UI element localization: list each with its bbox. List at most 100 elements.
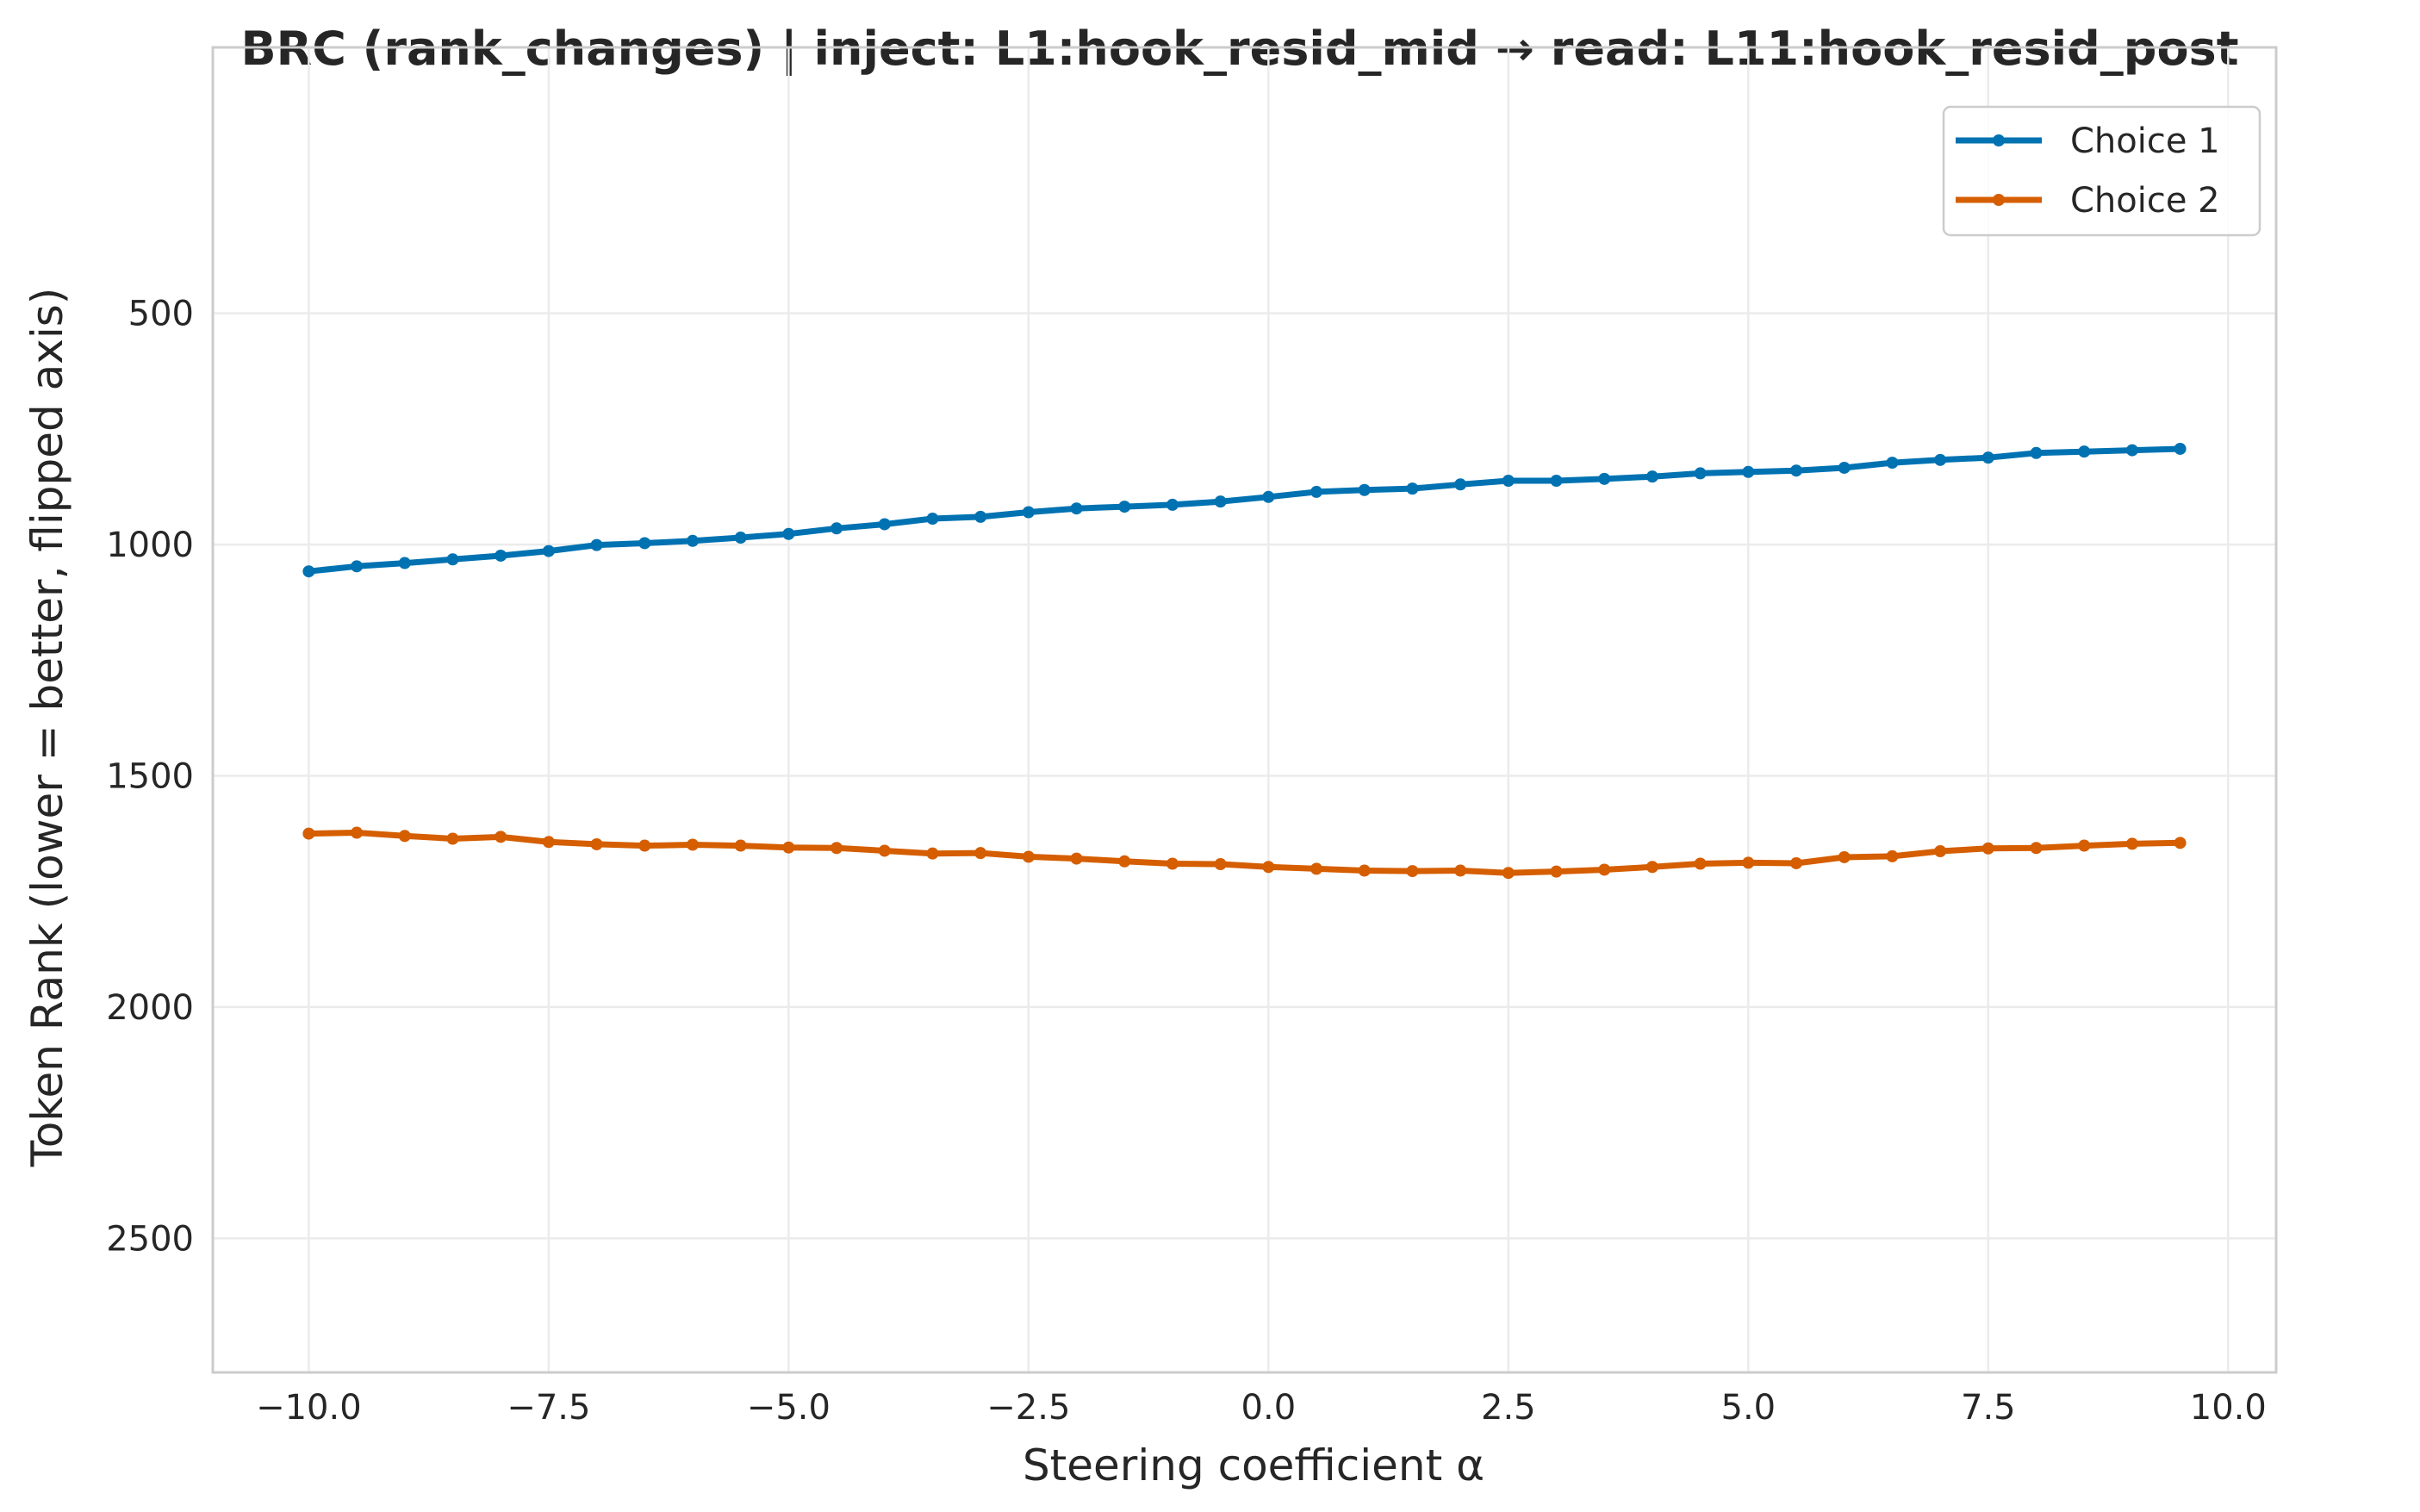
data-point bbox=[398, 557, 411, 569]
data-point bbox=[2125, 444, 2138, 457]
data-point bbox=[1454, 478, 1467, 491]
data-point bbox=[974, 510, 987, 523]
data-point bbox=[1981, 842, 1994, 855]
series-lines bbox=[302, 442, 2187, 880]
data-point bbox=[1118, 855, 1131, 868]
data-point bbox=[1886, 849, 1899, 862]
plot-frame bbox=[211, 46, 2278, 1374]
data-point bbox=[446, 832, 459, 845]
data-point bbox=[1790, 464, 1803, 477]
data-point bbox=[1934, 844, 1947, 857]
data-point bbox=[1502, 475, 1515, 488]
data-point bbox=[878, 518, 891, 531]
data-point bbox=[495, 549, 507, 562]
data-point bbox=[1981, 451, 1994, 464]
data-point bbox=[302, 827, 315, 840]
data-point bbox=[2078, 839, 2091, 852]
data-point bbox=[2078, 445, 2091, 458]
series-2 bbox=[302, 826, 2187, 880]
data-point bbox=[2030, 446, 2043, 459]
data-point bbox=[1214, 858, 1227, 871]
data-point bbox=[1838, 850, 1851, 863]
x-tick-label: 2.5 bbox=[1481, 1388, 1536, 1428]
data-point bbox=[1262, 490, 1275, 503]
data-point bbox=[686, 534, 699, 547]
data-point bbox=[1310, 862, 1323, 875]
legend-item: Choice 1 bbox=[1956, 121, 2220, 161]
data-point bbox=[495, 831, 507, 843]
series-line bbox=[305, 445, 2184, 575]
data-point bbox=[686, 838, 699, 851]
y-tick-label: 1500 bbox=[106, 756, 194, 796]
data-point bbox=[398, 830, 411, 843]
data-point bbox=[1742, 856, 1755, 869]
data-point bbox=[1070, 502, 1083, 515]
data-point bbox=[1166, 498, 1179, 511]
y-tick-label: 2000 bbox=[106, 988, 194, 1028]
x-tick-label: −2.5 bbox=[986, 1388, 1070, 1428]
data-point bbox=[1262, 861, 1275, 874]
data-point bbox=[734, 839, 747, 852]
series-1 bbox=[302, 442, 2187, 578]
x-tick-label: 7.5 bbox=[1961, 1388, 2016, 1428]
data-point bbox=[590, 538, 603, 551]
y-tick-label: 1000 bbox=[106, 526, 194, 565]
data-point bbox=[1550, 475, 1563, 488]
y-tick-label: 2500 bbox=[106, 1219, 194, 1259]
data-point bbox=[926, 847, 939, 860]
data-point bbox=[1310, 485, 1323, 498]
data-point bbox=[638, 537, 651, 550]
data-point bbox=[782, 527, 795, 540]
x-tick-label: 5.0 bbox=[1721, 1388, 1776, 1428]
x-tick-label: −10.0 bbox=[256, 1388, 362, 1428]
legend-label: Choice 2 bbox=[2070, 181, 2220, 221]
data-point bbox=[1406, 865, 1419, 878]
data-point bbox=[351, 826, 364, 839]
data-point bbox=[1742, 465, 1755, 478]
data-point bbox=[1358, 864, 1371, 877]
data-point bbox=[1598, 472, 1611, 485]
data-point bbox=[351, 560, 364, 573]
data-point bbox=[734, 532, 747, 544]
y-tick-label: 500 bbox=[128, 295, 194, 334]
data-point bbox=[1070, 852, 1083, 865]
legend-label: Choice 1 bbox=[2070, 121, 2220, 161]
data-point bbox=[782, 841, 795, 854]
data-point bbox=[831, 522, 843, 535]
legend-item: Choice 2 bbox=[1956, 181, 2220, 221]
data-point bbox=[302, 565, 315, 578]
data-point bbox=[446, 553, 459, 566]
data-point bbox=[1694, 857, 1707, 870]
legend-swatch-marker bbox=[1993, 194, 2005, 206]
x-tick-label: −7.5 bbox=[507, 1388, 590, 1428]
legend: Choice 1 Choice 2 bbox=[1942, 105, 2261, 237]
data-point bbox=[1166, 857, 1179, 870]
data-point bbox=[1214, 495, 1227, 508]
x-axis-label: Steering coefficient α bbox=[1023, 1440, 1484, 1490]
y-axis-label: Token Rank (lower = better, flipped axis… bbox=[22, 288, 72, 1168]
data-point bbox=[1886, 457, 1899, 470]
grid-lines bbox=[213, 47, 2276, 1372]
data-point bbox=[1502, 867, 1515, 880]
data-point bbox=[2125, 837, 2138, 850]
data-point bbox=[1694, 467, 1707, 480]
x-tick-label: 10.0 bbox=[2190, 1388, 2267, 1428]
data-point bbox=[1118, 501, 1131, 513]
data-point bbox=[831, 842, 843, 855]
data-point bbox=[1934, 453, 1947, 466]
y-tick-labels: 500 1000 1500 2000 2500 bbox=[106, 295, 194, 1260]
x-tick-label: −5.0 bbox=[747, 1388, 831, 1428]
data-point bbox=[1598, 863, 1611, 876]
data-point bbox=[1645, 861, 1658, 874]
data-point bbox=[1022, 506, 1035, 519]
data-point bbox=[2174, 837, 2187, 849]
data-point bbox=[1838, 461, 1851, 474]
data-point bbox=[2030, 842, 2043, 855]
data-point bbox=[638, 839, 651, 852]
data-point bbox=[1022, 850, 1035, 863]
series-line bbox=[305, 830, 2184, 876]
data-point bbox=[2174, 442, 2187, 455]
data-point bbox=[1454, 864, 1467, 877]
legend-swatch-marker bbox=[1993, 134, 2005, 146]
data-point bbox=[1406, 482, 1419, 495]
